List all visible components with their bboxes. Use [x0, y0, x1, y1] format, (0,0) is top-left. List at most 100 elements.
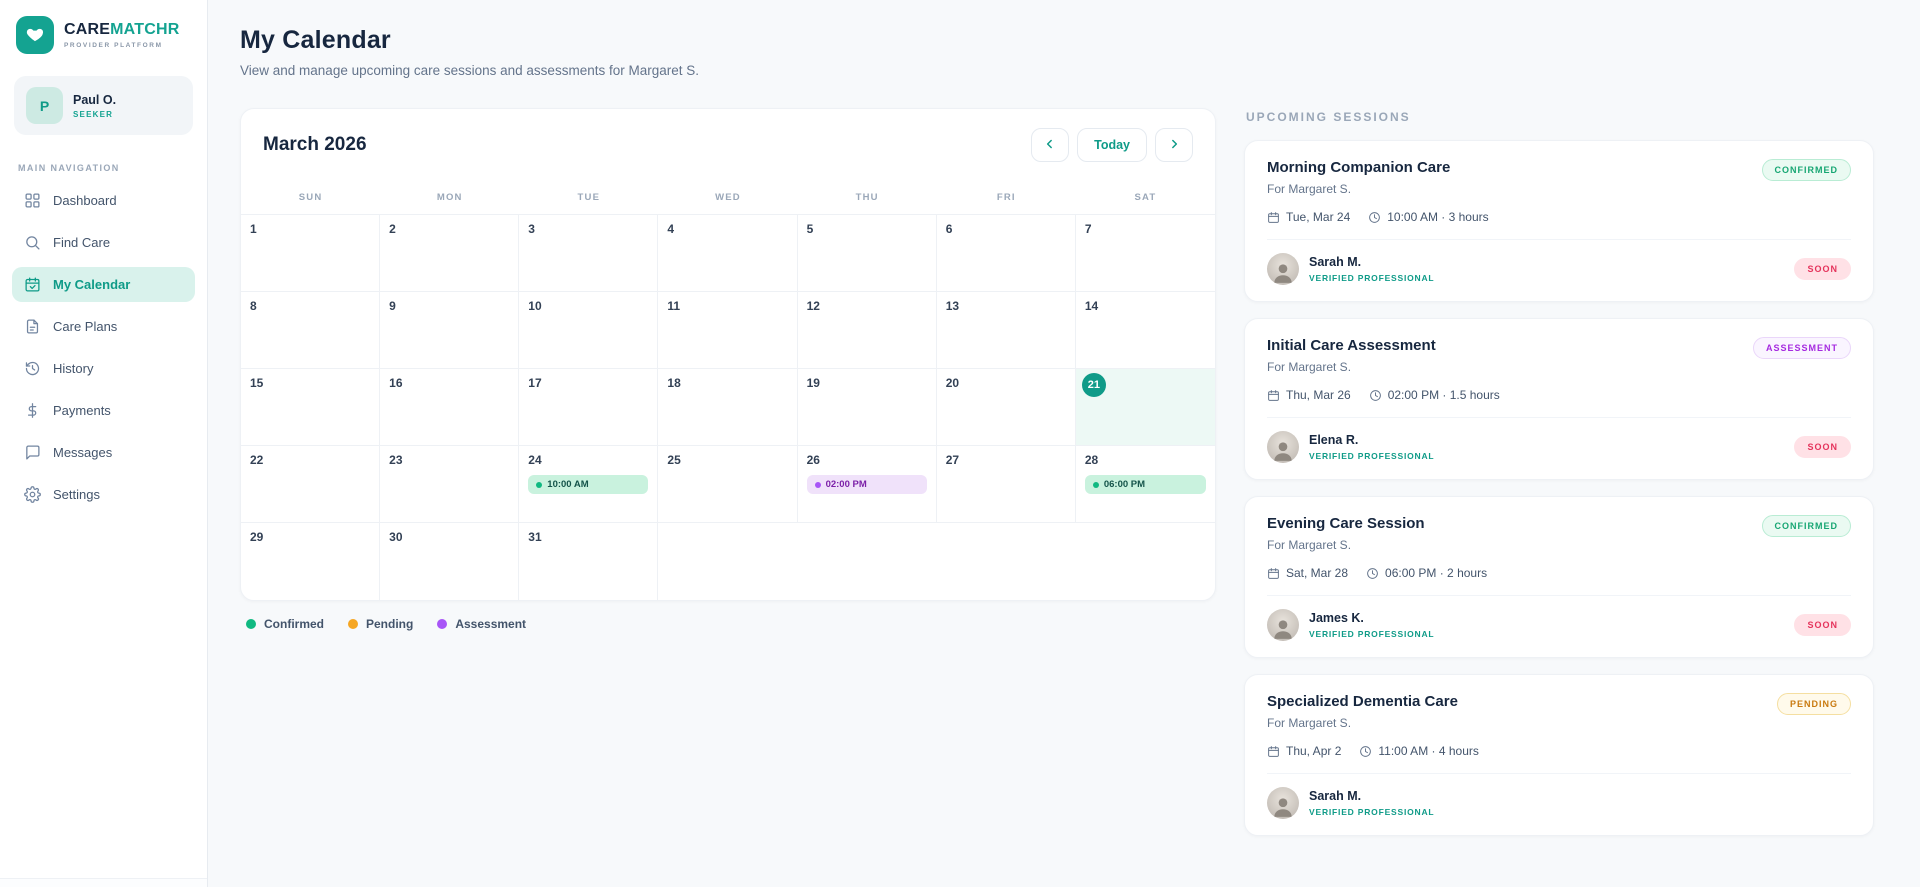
professional-role-badge: VERIFIED PROFESSIONAL	[1309, 807, 1435, 817]
sidebar-item-care-plans[interactable]: Care Plans	[12, 309, 195, 344]
calendar-day-cell-13[interactable]: 13	[936, 292, 1076, 369]
day-number: 26	[806, 453, 820, 467]
event-status-dot	[536, 481, 543, 488]
calendar-day-cell-10[interactable]: 10	[519, 292, 659, 369]
calendar-day-cell-26[interactable]: 26 02:00 PM	[797, 446, 937, 523]
session-card[interactable]: Specialized Dementia Care For Margaret S…	[1244, 674, 1874, 836]
event-status-dot	[814, 481, 821, 488]
event-pill-confirmed[interactable]: 06:00 PM	[1084, 475, 1206, 494]
professional-name: Sarah M.	[1309, 789, 1362, 803]
calendar-day-cell-29[interactable]: 29	[241, 523, 381, 600]
calendar-day-cell-7[interactable]: 7	[1075, 215, 1215, 292]
day-number: 10	[528, 299, 542, 313]
event-pill-assessment[interactable]: 02:00 PM	[806, 475, 927, 494]
status-badge: CONFIRMED	[1761, 515, 1851, 537]
day-number: 31	[528, 530, 542, 544]
next-month-button[interactable]	[1155, 128, 1193, 162]
sessions-heading: UPCOMING SESSIONS	[1246, 110, 1411, 124]
calendar-day-cell-21[interactable]: 21	[1075, 369, 1215, 446]
calendar-day-cell-12[interactable]: 12	[797, 292, 937, 369]
main-navigation: Dashboard Find Care My Calendar Care Plans H…	[0, 183, 207, 512]
day-number: 30	[389, 530, 403, 544]
session-card[interactable]: Morning Companion Care For Margaret S. C…	[1244, 140, 1874, 302]
avatar: P	[26, 87, 63, 124]
day-number: 27	[945, 453, 960, 467]
calendar-day-cell-15[interactable]: 15	[241, 369, 381, 446]
day-number: 28	[1084, 453, 1099, 467]
nav-section-label: MAIN NAVIGATION	[18, 163, 120, 173]
calendar-day-cell-3[interactable]: 3	[519, 215, 659, 292]
sidebar-item-history[interactable]: History	[12, 351, 195, 386]
day-of-week-header-row: SUN MON TUE WED THU FRI SAT	[241, 181, 1215, 215]
calendar-empty-cell	[937, 523, 1076, 600]
session-card[interactable]: Initial Care Assessment For Margaret S. …	[1244, 318, 1874, 480]
sidebar-item-label: Messages	[53, 445, 113, 460]
calendar-day-cell-6[interactable]: 6	[936, 215, 1076, 292]
calendar-day-cell-30[interactable]: 30	[380, 523, 520, 600]
sidebar-footer-divider	[0, 878, 207, 887]
sidebar-item-settings[interactable]: Settings	[12, 477, 195, 512]
main-content: My Calendar View and manage upcoming car…	[208, 0, 1920, 887]
today-button[interactable]: Today	[1077, 128, 1147, 162]
brand-logo: CAREMATCHR PROVIDER PLATFORM	[0, 0, 207, 68]
calendar-day-cell-27[interactable]: 27	[936, 446, 1076, 523]
professional-role-badge: VERIFIED PROFESSIONAL	[1309, 273, 1435, 283]
avatar	[1267, 253, 1299, 285]
calendar-day-cell-4[interactable]: 4	[658, 215, 798, 292]
calendar-day-cell-8[interactable]: 8	[241, 292, 381, 369]
calendar-day-cell-31[interactable]: 31	[519, 523, 659, 600]
sidebar-item-find-care[interactable]: Find Care	[12, 225, 195, 260]
event-time-label: 02:00 PM	[825, 479, 867, 490]
sidebar-item-messages[interactable]: Messages	[12, 435, 195, 470]
calendar-day-cell-5[interactable]: 5	[797, 215, 937, 292]
calendar-day-cell-23[interactable]: 23	[380, 446, 520, 523]
legend-dot	[348, 619, 358, 629]
calendar-day-cell-20[interactable]: 20	[936, 369, 1076, 446]
soon-badge: SOON	[1794, 614, 1851, 636]
session-date: Thu, Apr 2	[1286, 744, 1342, 758]
legend-item-pending: Pending	[348, 617, 413, 631]
user-role-badge: SEEKER	[73, 109, 114, 119]
session-time-duration: 11:00 AM · 4 hours	[1378, 744, 1479, 758]
calendar-day-cell-14[interactable]: 14	[1075, 292, 1215, 369]
calendar-day-cell-11[interactable]: 11	[658, 292, 798, 369]
sidebar-item-dashboard[interactable]: Dashboard	[12, 183, 195, 218]
brand-name: CAREMATCHR PROVIDER PLATFORM	[64, 21, 179, 49]
upcoming-sessions-panel: UPCOMING SESSIONS Morning Companion Care…	[1244, 108, 1874, 852]
calendar-day-cell-18[interactable]: 18	[658, 369, 798, 446]
prev-month-button[interactable]	[1031, 128, 1070, 162]
sidebar-item-payments[interactable]: Payments	[12, 393, 195, 428]
sidebar-item-my-calendar[interactable]: My Calendar	[12, 267, 195, 302]
sidebar-item-label: Settings	[53, 487, 100, 502]
calendar-day-cell-25[interactable]: 25	[658, 446, 798, 523]
calendar-day-cell-19[interactable]: 19	[797, 369, 937, 446]
calendar-day-cell-24[interactable]: 24 10:00 AM	[519, 446, 659, 523]
calendar-day-cell-22[interactable]: 22	[241, 446, 381, 523]
event-pill-confirmed[interactable]: 10:00 AM	[528, 475, 649, 494]
professional-name: Elena R.	[1309, 433, 1359, 447]
user-profile-card[interactable]: P Paul O. SEEKER	[14, 76, 193, 135]
session-card[interactable]: Evening Care Session For Margaret S. CON…	[1244, 496, 1874, 658]
session-title: Initial Care Assessment	[1267, 337, 1436, 354]
sidebar: CAREMATCHR PROVIDER PLATFORM P Paul O. S…	[0, 0, 208, 887]
professional-name: James K.	[1309, 611, 1364, 625]
day-header-sat: SAT	[1134, 192, 1157, 203]
calendar-day-cell-1[interactable]: 1	[241, 215, 381, 292]
calendar-day-cell-2[interactable]: 2	[380, 215, 520, 292]
sidebar-item-label: Dashboard	[53, 193, 117, 208]
sidebar-item-label: History	[53, 361, 94, 376]
session-recipient: For Margaret S.	[1267, 360, 1352, 374]
day-number: 17	[528, 376, 542, 390]
calendar-day-cell-9[interactable]: 9	[380, 292, 520, 369]
sidebar-item-label: Find Care	[53, 235, 111, 250]
day-number: 7	[1084, 222, 1092, 236]
avatar	[1267, 609, 1299, 641]
calendar-day-cell-17[interactable]: 17	[519, 369, 659, 446]
day-number: 8	[250, 299, 257, 313]
brand-name-secondary: MATCHR	[110, 21, 180, 38]
calendar-day-cell-16[interactable]: 16	[380, 369, 520, 446]
day-number: 13	[945, 299, 960, 313]
avatar	[1267, 787, 1299, 819]
calendar-day-cell-28[interactable]: 28 06:00 PM	[1075, 446, 1215, 523]
history-icon	[24, 360, 41, 377]
